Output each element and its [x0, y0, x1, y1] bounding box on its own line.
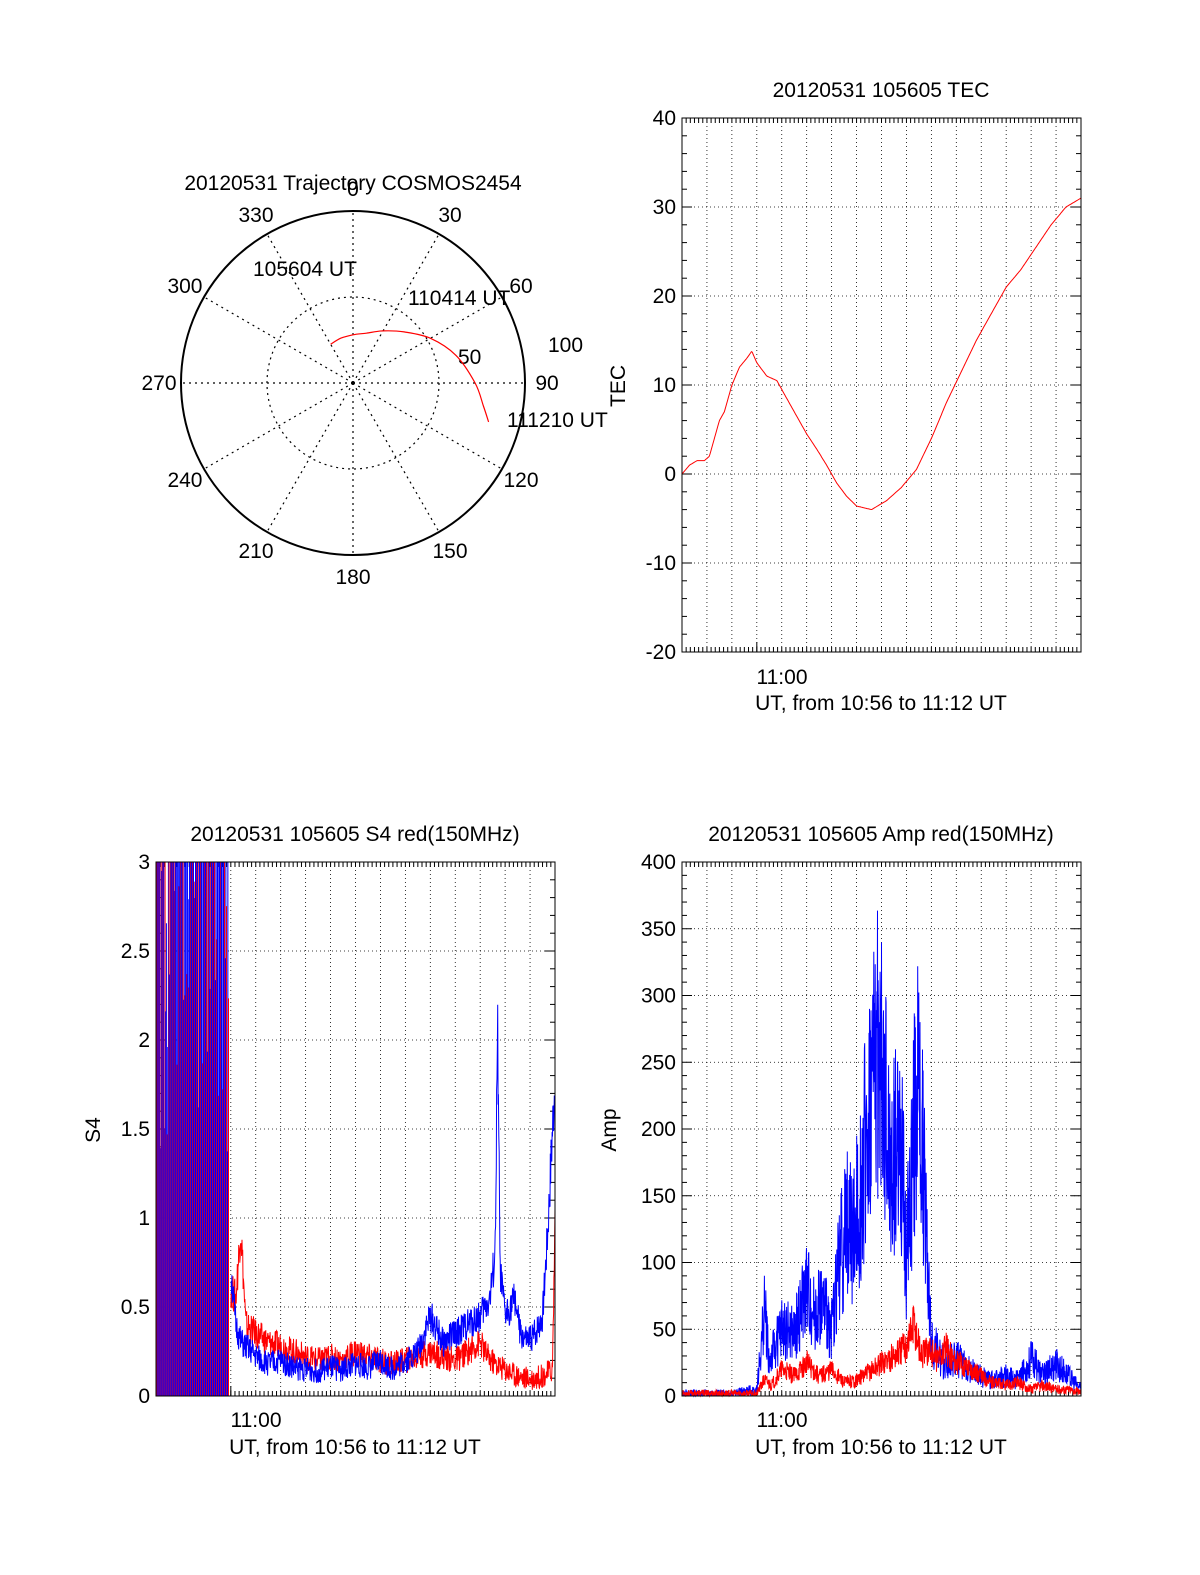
- s4-series-line: [230, 1004, 556, 1384]
- polar-angle-label: 240: [167, 469, 202, 492]
- tec-x-tick-label: 11:00: [757, 666, 808, 689]
- s4-series: [230, 1004, 556, 1390]
- tec-y-tick-label: 0: [664, 463, 676, 486]
- tec-y-tick-label: 20: [653, 285, 676, 308]
- tec-plot-frame: [681, 117, 1082, 653]
- trajectory-start-label: 105604 UT: [253, 258, 357, 281]
- tec-y-axis-label: TEC: [607, 365, 630, 407]
- amp-y-tick-label: 400: [641, 851, 676, 874]
- amp-y-tick-label: 350: [641, 918, 676, 941]
- tec-title: 20120531 105605 TEC: [773, 79, 990, 102]
- s4-y-axis-label: S4: [82, 1117, 105, 1143]
- amp-y-tick-label: 0: [664, 1385, 676, 1408]
- polar-spoke-210: [266, 382, 354, 533]
- s4-y-tick-label: 2.5: [121, 940, 150, 963]
- tec-y-tick-label: 40: [653, 107, 676, 130]
- amp-series-line: [682, 910, 1082, 1398]
- amp-x-tick-label: 11:00: [757, 1409, 808, 1432]
- polar-title: 20120531 Trajectory COSMOS2454: [184, 172, 522, 195]
- amp-plot-frame: [681, 861, 1082, 1397]
- tec-series: [681, 197, 1082, 511]
- polar-angle-label: 270: [141, 372, 176, 395]
- polar-angle-label: 150: [432, 540, 467, 563]
- s4-y-tick-label: 2: [138, 1029, 150, 1052]
- s4-series-line: [230, 1208, 556, 1390]
- polar-spoke-150: [352, 382, 440, 533]
- polar-spoke-60: [352, 296, 503, 384]
- s4-y-tick-label: 0: [138, 1385, 150, 1408]
- polar-angle-label: 180: [335, 566, 370, 589]
- s4-y-tick-label: 3: [138, 851, 150, 874]
- amp-grid: [681, 861, 1082, 1397]
- polar-angle-label: 330: [238, 204, 273, 227]
- s4-noisy-start-block: [155, 862, 230, 1396]
- trajectory-mid-label: 110414 UT: [408, 287, 511, 310]
- s4-x-axis-label: UT, from 10:56 to 11:12 UT: [229, 1436, 481, 1459]
- tec-y-tick-label: 10: [653, 374, 676, 397]
- polar-radius-label-50: 50: [458, 346, 481, 369]
- polar-angle-label: 0: [347, 178, 359, 201]
- trajectory-end-label: 111210 UT: [507, 409, 608, 432]
- tec-series-line: [681, 197, 1082, 511]
- s4-plot-frame: [155, 861, 556, 1397]
- tec-grid: [681, 117, 1082, 653]
- polar-spoke-240: [203, 382, 354, 470]
- polar-angle-label: 120: [503, 469, 538, 492]
- amp-series: [681, 910, 1082, 1398]
- amp-y-tick-label: 300: [641, 985, 676, 1008]
- amp-y-tick-labels: 0 50 100 150 200 250 300 350 400: [641, 851, 676, 1408]
- polar-angle-label: 210: [238, 540, 273, 563]
- polar-spoke-330: [266, 233, 354, 384]
- tec-y-tick-label: -20: [646, 641, 676, 664]
- tec-y-tick-label: -10: [646, 552, 676, 575]
- amp-y-axis-label: Amp: [598, 1108, 621, 1151]
- tec-plot: 20120531 105605 TEC -20 -10 0 10 20 30 40 11:0…: [607, 79, 1082, 715]
- polar-radius-label-100: 100: [548, 334, 583, 357]
- amp-x-axis-label: UT, from 10:56 to 11:12 UT: [755, 1436, 1007, 1459]
- trajectory-polar-plot: 20120531 Trajectory COSMOS2454 0 30 60 90 12…: [141, 172, 607, 589]
- polar-angle-labels: 0 30 60 90 120 150 180 210 240 270 300 330: [141, 178, 558, 589]
- s4-y-tick-label: 0.5: [121, 1296, 150, 1319]
- s4-x-tick-label: 11:00: [231, 1409, 282, 1432]
- amp-y-tick-label: 50: [653, 1318, 676, 1341]
- polar-outer-ring: [180, 210, 526, 556]
- polar-angle-label: 30: [438, 204, 461, 227]
- s4-y-tick-label: 1: [138, 1207, 150, 1230]
- tec-y-tick-labels: -20 -10 0 10 20 30 40: [646, 107, 676, 664]
- polar-grid: [180, 210, 526, 556]
- polar-spoke-120: [352, 382, 503, 470]
- amp-y-tick-label: 100: [641, 1252, 676, 1275]
- trajectory-line: [330, 330, 490, 423]
- amp-series-line: [681, 1304, 1082, 1398]
- amp-y-tick-label: 150: [641, 1185, 676, 1208]
- amp-plot: 20120531 105605 Amp red(150MHz) 0 50 100 15…: [598, 823, 1082, 1459]
- polar-angle-label: 60: [509, 275, 532, 298]
- tec-x-axis-label: UT, from 10:56 to 11:12 UT: [755, 692, 1007, 715]
- tec-y-tick-label: 30: [653, 196, 676, 219]
- amp-y-tick-label: 250: [641, 1051, 676, 1074]
- amp-title: 20120531 105605 Amp red(150MHz): [708, 823, 1054, 846]
- polar-angle-label: 90: [535, 372, 558, 395]
- polar-spoke-30: [352, 233, 440, 384]
- s4-y-tick-label: 1.5: [121, 1118, 150, 1141]
- s4-title: 20120531 105605 S4 red(150MHz): [190, 823, 519, 846]
- polar-angle-label: 300: [167, 275, 202, 298]
- s4-y-tick-labels: 0 0.5 1 1.5 2 2.5 3: [121, 851, 150, 1408]
- amp-y-tick-label: 200: [641, 1118, 676, 1141]
- s4-plot: 20120531 105605 S4 red(150MHz) 0 0.5 1 1.5 2…: [82, 823, 556, 1459]
- polar-spoke-300: [203, 296, 354, 384]
